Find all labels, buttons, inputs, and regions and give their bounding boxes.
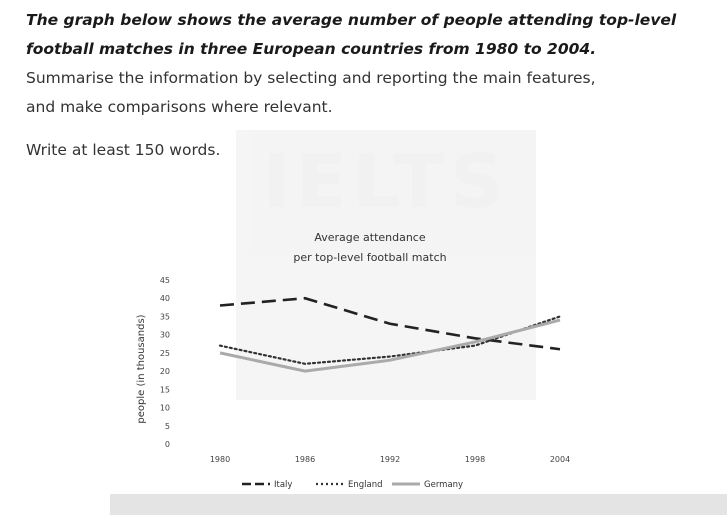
y-tick-label: 20 <box>160 367 170 376</box>
y-axis-ticks: 0 5 10 15 20 25 30 35 40 45 <box>160 276 170 449</box>
y-tick-label: 30 <box>160 331 170 340</box>
legend-label-germany: Germany <box>424 480 463 490</box>
x-axis-ticks: 1980 1986 1992 1998 2004 <box>210 455 570 464</box>
y-tick-label: 5 <box>165 422 170 431</box>
y-tick-label: 35 <box>160 312 170 321</box>
y-axis-label: people (in thousands) <box>136 314 147 423</box>
y-tick-label: 10 <box>160 404 170 413</box>
series-lines <box>218 296 562 373</box>
watermark: IELTS <box>236 130 536 400</box>
y-tick-label: 15 <box>160 385 170 394</box>
legend-label-italy: Italy <box>274 480 292 490</box>
y-tick-label: 40 <box>160 294 170 303</box>
legend: Italy England Germany <box>242 480 463 490</box>
watermark-logo-text: IELTS <box>262 139 510 225</box>
x-tick-label: 1980 <box>210 455 230 464</box>
task-title-line-2: football matches in three European count… <box>26 40 597 58</box>
y-tick-label: 25 <box>160 349 170 358</box>
x-tick-label: 2004 <box>550 455 570 464</box>
task-instructions: Summarise the information by selecting a… <box>26 64 716 122</box>
task-title-line-1: The graph below shows the average number… <box>26 11 677 29</box>
series-line-germany <box>219 318 561 373</box>
legend-label-england: England <box>348 480 383 490</box>
chart-title-line-2: per top-level football match <box>293 251 446 264</box>
series-line-italy <box>219 296 561 351</box>
x-tick-label: 1992 <box>380 455 400 464</box>
word-requirement: Write at least 150 words. <box>26 141 221 159</box>
task-instruction-line-1: Summarise the information by selecting a… <box>26 69 596 87</box>
bottom-strip <box>110 494 727 515</box>
task-instruction-line-2: and make comparisons where relevant. <box>26 98 333 116</box>
y-tick-label: 0 <box>165 440 170 449</box>
x-tick-label: 1986 <box>295 455 315 464</box>
line-chart: Average attendance per top-level footbal… <box>136 231 570 490</box>
x-tick-label: 1998 <box>465 455 485 464</box>
task-prompt: The graph below shows the average number… <box>26 6 716 165</box>
y-tick-label: 45 <box>160 276 170 285</box>
task-title: The graph below shows the average number… <box>26 6 716 64</box>
chart-title-line-1: Average attendance <box>314 231 426 244</box>
